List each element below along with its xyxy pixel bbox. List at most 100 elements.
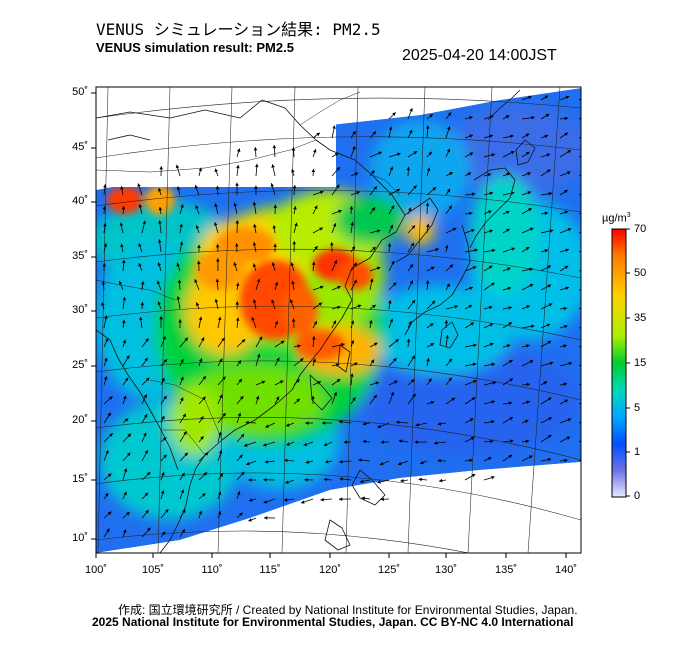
- wind-arrowhead: [353, 262, 357, 267]
- wind-arrowhead: [564, 210, 569, 214]
- colorbar-tick-15: 15: [634, 357, 647, 369]
- wind-arrowhead: [215, 244, 220, 248]
- wind-arrowhead: [195, 205, 199, 209]
- wind-arrowhead: [161, 472, 165, 476]
- wind-arrowhead: [103, 223, 107, 227]
- wind-arrowhead: [548, 191, 553, 196]
- wind-arrowhead: [549, 229, 554, 233]
- lat-label-50: 50˚: [72, 86, 88, 98]
- wind-arrowhead: [587, 456, 591, 459]
- wind-arrowhead: [469, 458, 473, 463]
- wind-arrowhead: [510, 151, 515, 155]
- wind-arrowhead: [305, 421, 309, 425]
- wind-arrowhead: [547, 457, 552, 462]
- wind-arrowhead: [338, 209, 342, 214]
- lon-label-115: 115˚: [259, 564, 281, 576]
- wind-arrowhead: [183, 431, 187, 435]
- wind-arrowhead: [352, 146, 356, 150]
- wind-arrowhead: [286, 423, 290, 427]
- wind-arrowhead: [380, 440, 384, 444]
- wind-arrowhead: [239, 454, 243, 459]
- wind-arrowhead: [314, 246, 318, 250]
- wind-arrowhead: [508, 401, 512, 405]
- wind-arrowhead: [472, 362, 477, 367]
- wind-arrowhead: [406, 166, 411, 171]
- wind-arrowhead: [336, 184, 340, 189]
- wind-arrowhead: [203, 472, 208, 476]
- wind-arrowhead: [246, 461, 250, 466]
- wind-arrowhead: [103, 184, 107, 188]
- wind-arrowhead: [447, 126, 451, 130]
- wind-arrowhead: [107, 511, 112, 516]
- axis-ticks: [91, 92, 567, 558]
- wind-arrowhead: [526, 344, 530, 348]
- wind-arrowhead: [358, 458, 362, 462]
- wind-arrowhead: [311, 261, 316, 265]
- wind-arrowhead: [291, 280, 295, 285]
- map-frame: [95, 86, 582, 554]
- wind-arrowhead: [426, 223, 430, 228]
- wind-arrowhead: [218, 450, 223, 454]
- wind-arrowhead: [145, 377, 150, 382]
- wind-arrowhead: [279, 380, 284, 384]
- wind-arrowhead: [312, 358, 316, 362]
- wind-arrowhead: [162, 336, 166, 340]
- wind-arrowhead: [380, 461, 384, 466]
- wind-arrowhead: [237, 412, 242, 417]
- wind-arrowhead: [236, 317, 240, 321]
- wind-arrowhead: [105, 493, 109, 497]
- wind-arrowhead: [396, 189, 400, 193]
- wind-arrowhead: [390, 391, 395, 396]
- wind-arrowhead: [506, 228, 510, 233]
- wind-arrowhead: [567, 228, 572, 232]
- wind-arrowhead: [175, 164, 180, 169]
- wind-arrowhead: [338, 420, 343, 424]
- wind-arrowhead: [411, 225, 416, 229]
- wind-arrowhead: [147, 527, 151, 532]
- lon-label-110: 110˚: [201, 564, 223, 576]
- lon-label-135: 135˚: [494, 564, 518, 576]
- wind-arrowhead: [587, 152, 591, 155]
- wind-arrowhead: [356, 191, 360, 195]
- wind-arrowhead: [510, 134, 514, 139]
- wind-arrowhead: [352, 131, 356, 135]
- wind-arrowhead: [198, 510, 203, 515]
- wind-arrowhead: [198, 167, 203, 172]
- wind-arrowhead: [271, 164, 275, 168]
- wind-arrowhead: [452, 227, 457, 232]
- wind-arrowhead: [547, 265, 551, 269]
- wind-arrowhead: [194, 185, 199, 189]
- wind-arrowhead: [233, 202, 237, 207]
- wind-arrowhead: [101, 281, 106, 285]
- wind-arrowhead: [318, 302, 323, 306]
- wind-arrowhead: [529, 267, 533, 272]
- wind-arrowhead: [446, 283, 450, 288]
- wind-arrowhead: [243, 443, 248, 447]
- wind-arrowhead: [507, 267, 511, 271]
- wind-arrowhead: [272, 225, 276, 229]
- wind-arrowhead: [585, 342, 589, 345]
- wind-arrowhead: [583, 400, 587, 403]
- wind-arrowhead: [369, 320, 373, 324]
- wind-arrowhead: [583, 305, 587, 308]
- colorbar-unit-text: µg/m: [602, 212, 627, 225]
- wind-arrowhead: [351, 246, 355, 250]
- wind-arrowhead: [291, 147, 296, 151]
- wind-arrowhead: [312, 336, 316, 340]
- wind-arrowhead: [165, 509, 169, 513]
- wind-arrowhead: [388, 126, 393, 130]
- wind-arrowhead: [489, 229, 493, 233]
- wind-arrowhead: [332, 223, 337, 227]
- wind-arrowhead: [508, 454, 513, 459]
- wind-arrowhead: [583, 210, 587, 213]
- wind-arrowhead: [581, 438, 585, 441]
- wind-arrowhead: [276, 357, 280, 362]
- wind-arrowhead: [195, 302, 200, 306]
- wind-arrowhead: [409, 129, 413, 134]
- wind-arrowhead: [271, 299, 275, 304]
- wind-arrowhead: [163, 454, 167, 459]
- wind-arrowhead: [127, 433, 131, 438]
- wind-arrowhead: [323, 477, 328, 482]
- wind-arrowhead: [284, 458, 288, 463]
- wind-arrowhead: [163, 359, 168, 363]
